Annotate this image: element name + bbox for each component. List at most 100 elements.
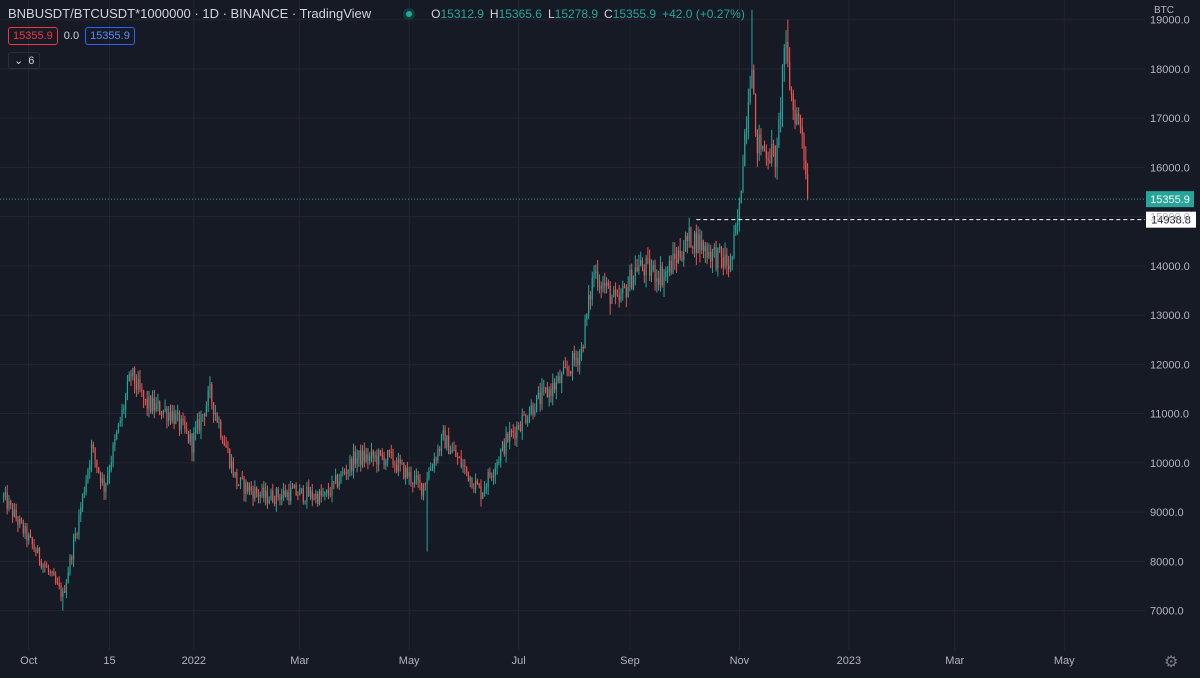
candle-body: [577, 358, 579, 365]
candle-body: [744, 131, 746, 167]
hline-label: 14938.8: [1151, 215, 1191, 227]
candle-body: [397, 459, 400, 472]
candle-body: [686, 236, 688, 242]
candle-body: [767, 158, 769, 161]
candle-body: [342, 471, 344, 473]
candle-body: [518, 425, 520, 429]
candle-body: [412, 482, 414, 485]
candle-body: [26, 526, 28, 541]
candle-body: [230, 461, 233, 468]
candle-body: [139, 379, 141, 390]
candle-body: [521, 414, 523, 432]
x-tick-label: Nov: [730, 655, 750, 667]
candle-body: [421, 482, 423, 496]
candle-body: [598, 285, 601, 287]
candle-body: [74, 534, 76, 540]
y-tick-label: 13000.0: [1150, 310, 1190, 322]
candle-body: [238, 484, 240, 486]
candle-body: [690, 227, 692, 248]
candle-body: [214, 413, 216, 415]
candle-body: [550, 389, 552, 397]
candle-body: [229, 449, 231, 468]
close-key: C: [604, 6, 613, 21]
candle-body: [571, 352, 574, 374]
candle-body: [22, 522, 24, 534]
candle-body: [101, 478, 103, 483]
gear-icon[interactable]: ⚙: [1164, 654, 1179, 671]
candle-body: [528, 413, 531, 421]
candle-body: [695, 232, 697, 254]
candle-body: [404, 467, 407, 479]
candle-body: [193, 432, 195, 453]
candle-body: [771, 144, 773, 164]
candle-body: [805, 160, 807, 175]
open-key: O: [431, 6, 441, 21]
indicator-value-red[interactable]: 15355.9: [8, 27, 58, 45]
candle-body: [656, 278, 658, 282]
candle-body: [406, 467, 408, 477]
candle-body: [121, 409, 123, 422]
candle-body: [500, 449, 502, 462]
collapse-indicators-button[interactable]: ⌄ 6: [8, 52, 41, 69]
candle-body: [78, 514, 80, 535]
candle-body: [394, 464, 396, 466]
candle-body: [318, 490, 321, 505]
candle-body: [277, 488, 279, 498]
candle-body: [722, 257, 724, 268]
candle-body: [433, 458, 435, 468]
candle-body: [471, 477, 473, 489]
candle-body: [11, 504, 14, 517]
symbol-title[interactable]: BNBUSDT/BTCUSDT*1000000 · 1D · BINANCE ·…: [8, 6, 372, 21]
candle-body: [553, 383, 556, 390]
candle-body: [616, 294, 618, 296]
candle-body: [333, 481, 335, 483]
hline-label-bg: [1146, 211, 1196, 228]
candle-body: [446, 435, 448, 449]
candle-body: [281, 494, 283, 500]
candle-body: [295, 485, 297, 496]
candle-body: [83, 492, 85, 495]
y-tick-label: 18000.0: [1150, 64, 1190, 76]
candle-body: [530, 405, 532, 414]
candle-body: [232, 461, 234, 476]
candle-body: [304, 501, 306, 503]
candle-body: [10, 501, 12, 505]
candle-body: [667, 270, 669, 272]
candle-body: [31, 537, 33, 545]
candle-body: [221, 437, 224, 443]
candle-body: [171, 410, 173, 421]
candle-body: [440, 435, 443, 451]
candle-body: [370, 450, 373, 456]
candle-body: [537, 392, 540, 396]
candle-body: [168, 412, 170, 421]
candle-body: [803, 134, 805, 161]
candle-body: [487, 472, 489, 487]
candle-body: [717, 247, 719, 269]
candle-body: [134, 368, 136, 385]
candle-body: [749, 88, 751, 103]
y-tick-label: 19000.0: [1150, 15, 1190, 27]
candle-body: [119, 421, 121, 424]
candle-body: [212, 402, 215, 415]
candle-body: [141, 389, 143, 391]
candle-body: [38, 548, 41, 561]
candle-body: [257, 493, 260, 497]
candle-body: [417, 475, 419, 481]
candle-body: [649, 258, 651, 276]
candle-body: [227, 447, 229, 450]
candle-body: [324, 492, 326, 495]
candle-body: [595, 271, 597, 274]
candle-body: [557, 376, 559, 382]
candle-body: [29, 534, 32, 538]
candle-body: [326, 490, 328, 493]
candle-body: [220, 421, 222, 438]
candle-body: [548, 389, 550, 397]
candle-body: [489, 472, 491, 477]
candle-body: [126, 381, 129, 397]
candle-body: [724, 254, 726, 268]
chart-legend: BNBUSDT/BTCUSDT*1000000 · 1D · BINANCE ·…: [8, 6, 745, 21]
candle-body: [137, 379, 139, 390]
indicator-value-blue[interactable]: 15355.9: [85, 27, 135, 45]
candle-body: [536, 395, 538, 413]
